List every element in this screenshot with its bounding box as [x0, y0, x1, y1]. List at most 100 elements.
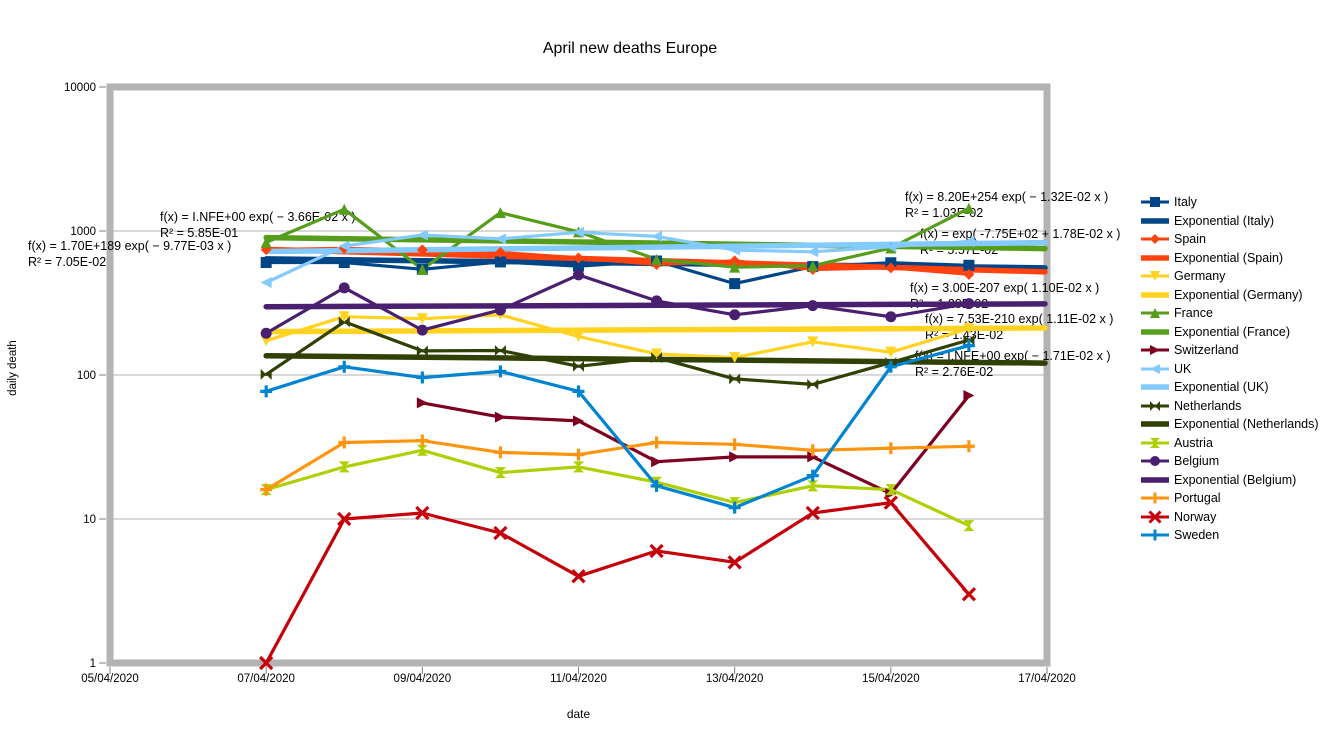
marker-plus: [494, 365, 507, 378]
legend-label: Germany: [1174, 269, 1226, 284]
trend-r2: R² = 2.76E-02: [915, 365, 993, 379]
marker-triangle-left: [416, 229, 428, 241]
legend-label: Exponential (Germany): [1174, 287, 1303, 302]
legend-label: Italy: [1174, 195, 1197, 210]
marker-square: [260, 257, 272, 269]
legend-label: Exponential (Spain): [1174, 250, 1284, 265]
marker-circle: [807, 300, 819, 312]
marker-circle: [494, 304, 506, 316]
marker-bowtie-v: [885, 484, 897, 496]
marker-bowtie-h: [416, 345, 428, 357]
marker-x: [883, 495, 898, 510]
y-axis-title: daily death: [7, 340, 19, 396]
series-line-portugal: [264, 439, 971, 492]
x-tick-label: 15/04/2020: [862, 673, 920, 685]
legend-item-belgium: Belgium: [1140, 452, 1319, 471]
trend-line-uk: [263, 239, 1048, 255]
series-swatch-icon: [1141, 308, 1169, 319]
series-line-uk: [264, 230, 971, 285]
marker-x: [337, 511, 352, 527]
trend-equation: f(x) = 8.20E+254 exp( − 1.32E-02 x ): [905, 190, 1108, 204]
legend-label: Exponential (UK): [1174, 380, 1269, 395]
marker-triangle-left: [729, 244, 741, 256]
marker-circle: [573, 269, 584, 281]
trend-r2: R² = 7.05E-02: [28, 255, 106, 269]
marker-circle: [416, 324, 428, 336]
x-tick-label: 07/04/2020: [237, 673, 295, 685]
legend-item-norway: Norway: [1140, 508, 1319, 527]
marker-triangle-down: [338, 311, 350, 323]
trend-equation: f(x) = exp( -7.75E+02 + 1.78E-02 x ): [920, 227, 1120, 241]
marker-triangle-right: [807, 451, 819, 463]
marker-triangle-down: [573, 331, 584, 343]
marker-triangle-left: [260, 276, 272, 288]
marker-triangle-left: [338, 240, 350, 252]
marker-plus: [416, 371, 429, 384]
marker-triangle-up: [651, 253, 663, 265]
marker-plus: [572, 385, 585, 398]
legend-item-austria: Austria: [1140, 434, 1319, 453]
marker-triangle-down: [651, 348, 663, 360]
trend-swatch-icon: [1141, 255, 1169, 261]
series-line-germany: [264, 313, 971, 360]
marker-plus: [260, 483, 273, 496]
marker-plus: [806, 444, 819, 457]
marker-triangle-left: [494, 233, 506, 245]
marker-circle: [338, 282, 350, 294]
x-tick-label: 13/04/2020: [706, 673, 764, 685]
series-swatch-icon: [1141, 271, 1169, 282]
marker-diamond: [573, 252, 584, 264]
marker-circle: [885, 311, 897, 323]
trend-r2: R² = 1.43E-02: [925, 328, 1003, 342]
marker-circle: [651, 295, 663, 307]
legend-label: Portugal: [1174, 491, 1221, 506]
legend-label: UK: [1174, 361, 1192, 376]
series-line-netherlands: [264, 320, 971, 386]
marker-triangle-down: [729, 352, 741, 364]
marker-square: [963, 259, 975, 271]
marker-plus: [338, 436, 351, 449]
legend-label: Norway: [1174, 509, 1217, 524]
marker-bowtie-v: [416, 444, 428, 456]
trend-equation: f(x) = 1.70E+189 exp( − 9.77E-03 x ): [28, 239, 231, 253]
marker-triangle-right: [651, 456, 663, 468]
legend-item-exponential-italy: Exponential (Italy): [1140, 212, 1319, 231]
marker-triangle-up: [494, 207, 506, 219]
trend-swatch-icon: [1141, 329, 1169, 335]
trend-equation: f(x) = 7.53E-210 exp( 1.11E-02 x ): [925, 312, 1113, 326]
trend-equation: f(x) = I.NFE+00 exp( − 1.71E-02 x ): [915, 349, 1111, 363]
marker-plus: [650, 479, 663, 492]
marker-bowtie-v: [338, 461, 350, 473]
marker-square: [338, 257, 350, 269]
marker-circle: [729, 309, 741, 321]
trend-line-netherlands: [263, 353, 1048, 366]
marker-bowtie-h: [573, 360, 584, 372]
marker-triangle-left: [807, 246, 819, 258]
marker-x: [415, 505, 430, 521]
marker-plus: [962, 339, 975, 352]
marker-square: [494, 256, 506, 268]
marker-triangle-right: [963, 390, 975, 402]
x-tick-label: 17/04/2020: [1018, 673, 1076, 685]
marker-x: [805, 505, 820, 521]
marker-x: [571, 569, 586, 584]
legend-item-exponential-belgium: Exponential (Belgium): [1140, 471, 1319, 490]
marker-triangle-right: [416, 397, 428, 409]
marker-square: [729, 278, 741, 290]
legend-label: Exponential (France): [1174, 324, 1291, 339]
y-tick-label: 10000: [64, 82, 96, 94]
legend-item-germany: Germany: [1140, 267, 1319, 286]
legend-item-spain: Spain: [1140, 230, 1319, 249]
trend-line-germany: [263, 325, 1048, 335]
trend-equation: f(x) = I.NFE+00 exp( − 3.66E-02 x ): [160, 210, 356, 224]
legend-label: Spain: [1174, 232, 1206, 247]
series-swatch-icon: [1141, 510, 1169, 524]
marker-triangle-up: [260, 236, 272, 248]
trend-swatch-icon: [1141, 218, 1169, 224]
marker-triangle-up: [963, 202, 975, 214]
marker-triangle-down: [885, 346, 897, 358]
legend-item-sweden: Sweden: [1140, 526, 1319, 545]
series-line-sweden: [264, 344, 971, 510]
